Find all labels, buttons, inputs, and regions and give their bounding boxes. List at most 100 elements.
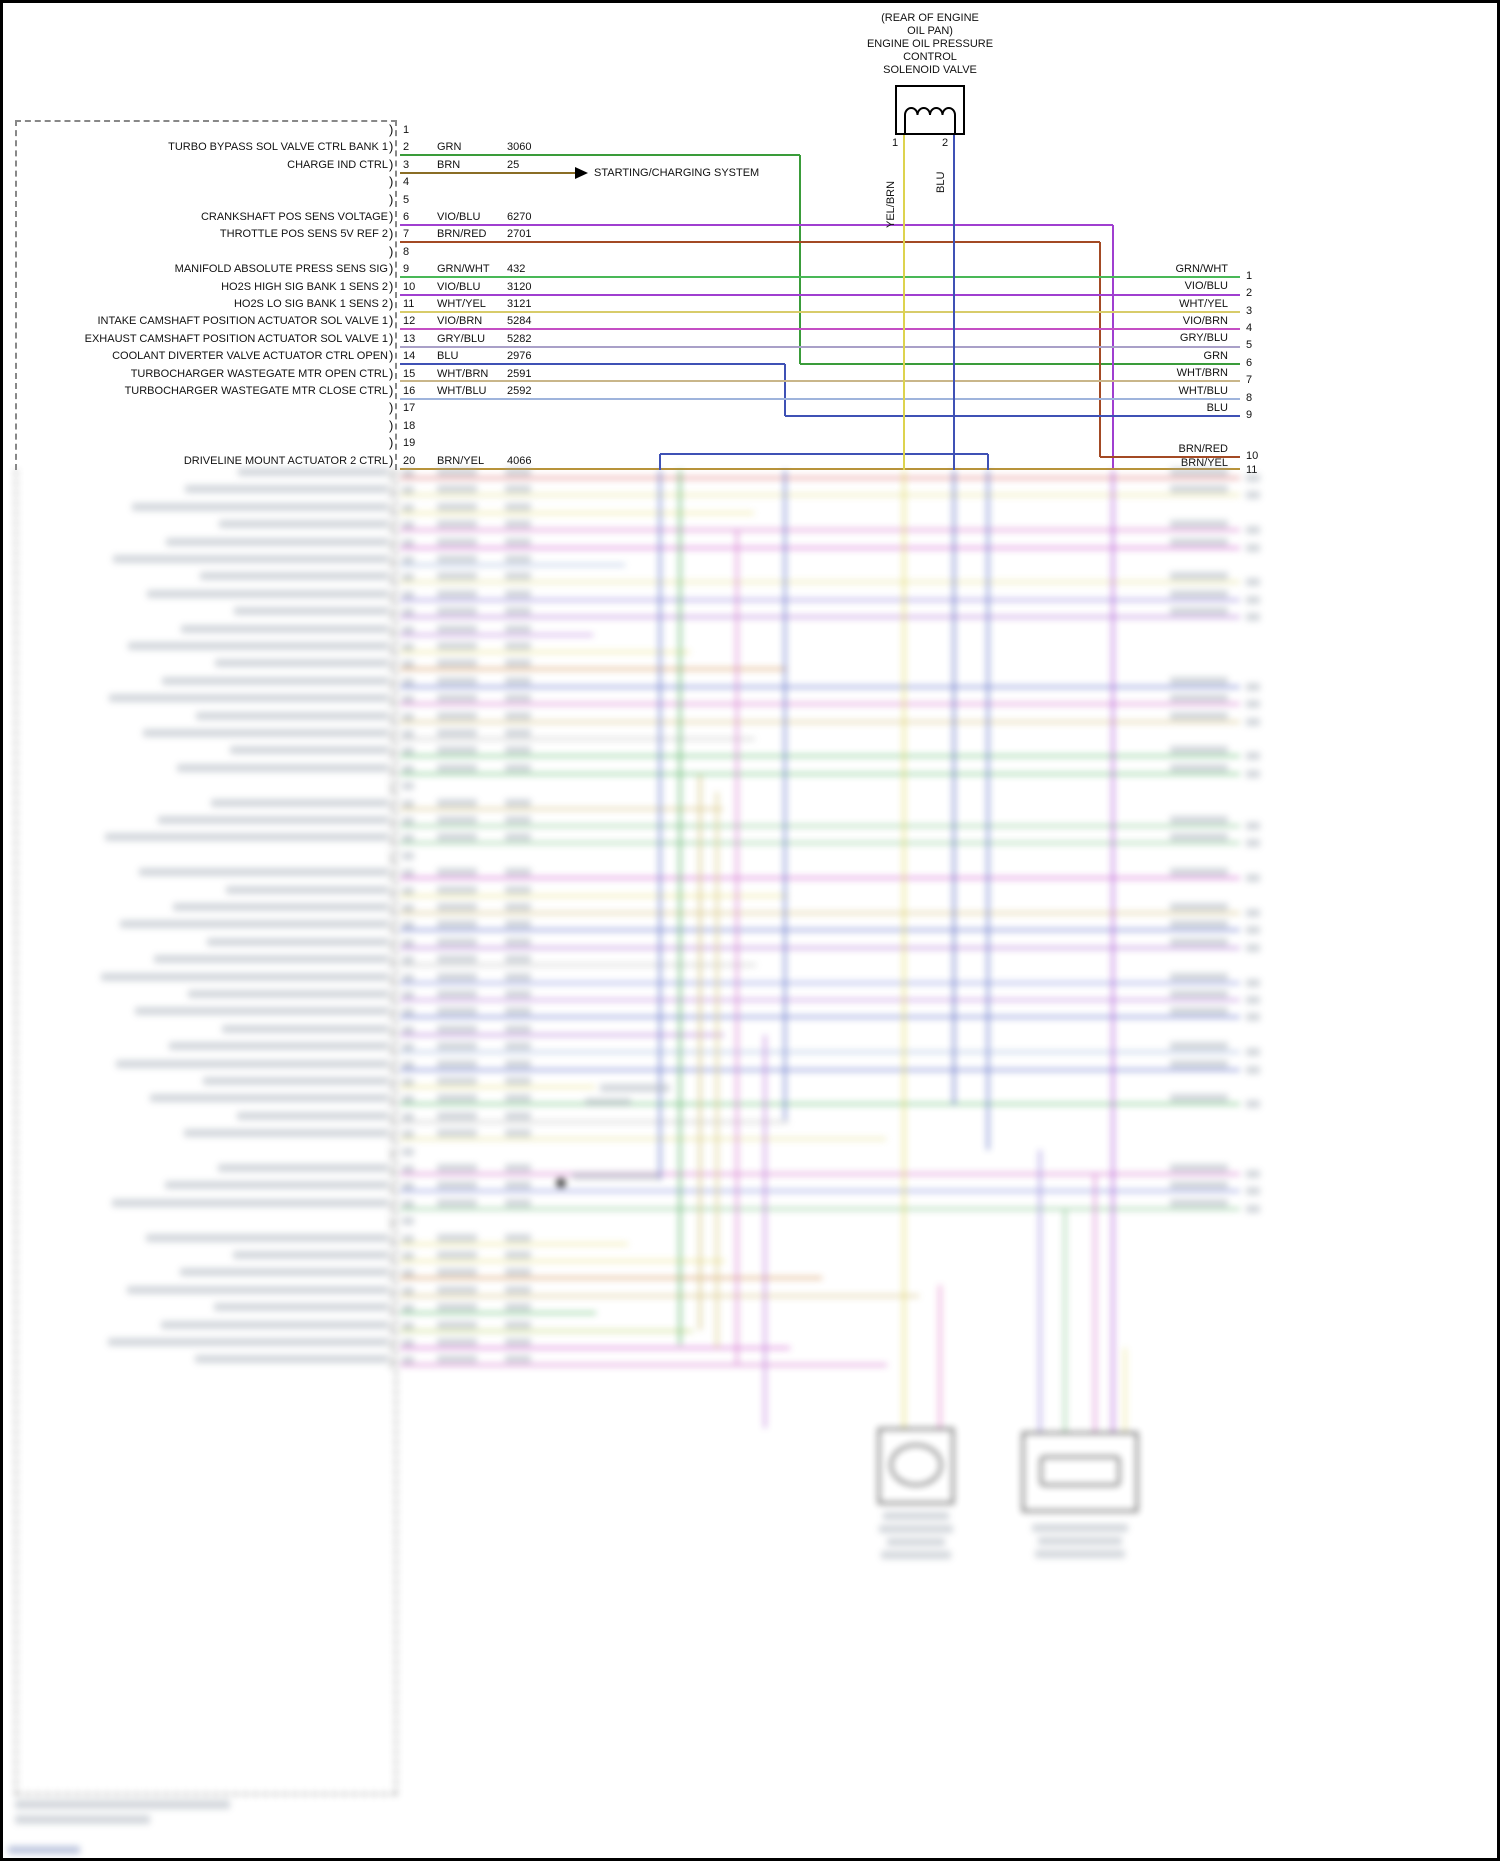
component-connector-box (878, 1428, 954, 1504)
pin-label-blob (1170, 694, 1228, 702)
pin-number-blob (1246, 944, 1260, 952)
circuit-number-blob (505, 572, 531, 580)
circuit-number-blob (505, 1077, 531, 1085)
wire (659, 470, 661, 1180)
pin-label: GRN (1203, 350, 1228, 362)
wire (400, 999, 1240, 1001)
pin-label-blob (188, 990, 388, 998)
pin-label-blob (181, 625, 388, 633)
pin-bracket: ) (389, 589, 394, 604)
pin-label-blob (1170, 920, 1228, 928)
pin-label-blob (113, 555, 388, 563)
circuit-number: 432 (507, 263, 526, 275)
pin-bracket: ) (389, 624, 394, 639)
wire-color-blob (437, 503, 477, 511)
wire-color-blob (437, 746, 477, 754)
wire (400, 1347, 790, 1349)
component-caption-blob (881, 1551, 951, 1559)
circuit-number-blob (505, 903, 531, 911)
component-connector-face (1040, 1456, 1120, 1486)
wire (400, 172, 575, 174)
wire (1099, 242, 1101, 457)
pin-label-blob (1170, 468, 1228, 476)
circuit-number: 2592 (507, 385, 532, 397)
pin-number-blob (402, 1148, 414, 1156)
pin-bracket: ) (389, 139, 394, 154)
circuit-number-blob (505, 746, 531, 754)
circuit-number-blob (505, 659, 531, 667)
pin-number: 12 (403, 315, 416, 327)
pin-number: 17 (403, 402, 416, 414)
pin-label-blob (1170, 764, 1228, 772)
pin-bracket: ) (389, 1111, 394, 1126)
wire-color-blob (437, 990, 477, 998)
pin-number-blob (402, 539, 414, 547)
pin-number-blob (402, 921, 414, 929)
wire-color-blob (437, 1060, 477, 1068)
pin-label-blob (1170, 485, 1228, 493)
pin-label-blob (154, 955, 388, 963)
circuit-number: 25 (507, 159, 520, 171)
circuit-number-blob (505, 816, 531, 824)
circuit-number-blob (505, 712, 531, 720)
wire (1112, 470, 1114, 1432)
pin-label-blob (184, 1129, 388, 1137)
component-caption-blob (879, 1525, 953, 1533)
circuit-number-blob (505, 468, 531, 476)
wire-color-blob (437, 1251, 477, 1259)
pin-number-blob (402, 695, 414, 703)
pin-number-blob (402, 643, 414, 651)
pin-label-blob (226, 886, 388, 894)
pin-number-blob (402, 991, 414, 999)
pin-label-blob (1170, 746, 1228, 754)
pin-bracket: ) (389, 606, 394, 621)
circuit-number-blob (505, 938, 531, 946)
pin-label: HO2S HIGH SIG BANK 1 SENS 2 (221, 281, 388, 293)
circuit-number-blob (505, 764, 531, 772)
wire (400, 947, 1240, 949)
wire-color-blob (437, 538, 477, 546)
wire (400, 380, 1240, 382)
wire-color-blob (437, 520, 477, 528)
pin-bracket: ) (389, 1128, 394, 1143)
wire (1039, 1150, 1041, 1432)
pin-number-blob (402, 608, 414, 616)
wire (400, 686, 1240, 688)
pin-number-blob (402, 1217, 414, 1225)
pin-bracket: ) (389, 1337, 394, 1352)
pin-number: 9 (1246, 409, 1253, 421)
pin-number: 10 (403, 281, 416, 293)
wire-color-blob (437, 1112, 477, 1120)
pin-label: GRY/BLU (1179, 332, 1228, 344)
pin-number-blob (402, 1130, 414, 1138)
pin-bracket: ) (389, 1302, 394, 1317)
pin-number-blob (1246, 1048, 1260, 1056)
pin-bracket: ) (389, 1093, 394, 1108)
pin-number-blob (1246, 613, 1260, 621)
circuit-number-blob (505, 1321, 531, 1329)
pin-label-blob (218, 1164, 388, 1172)
pin-number: 14 (403, 350, 416, 362)
pin-label-blob (1170, 1007, 1228, 1015)
pin-label-blob (207, 938, 388, 946)
wire-color-blob (437, 1094, 477, 1102)
pin-number-blob (402, 504, 414, 512)
pin-label: TURBO BYPASS SOL VALVE CTRL BANK 1 (168, 141, 388, 153)
circuit-number-blob (505, 1199, 531, 1207)
pin-number: 10 (1246, 450, 1259, 462)
wire-color-blob (437, 694, 477, 702)
pin-label-blob (1170, 520, 1228, 528)
pin-number-blob (1246, 700, 1260, 708)
circuit-number: 3060 (507, 141, 532, 153)
pin-number-blob (402, 782, 414, 790)
pin-number: 9 (403, 263, 410, 275)
pin-number: 4 (403, 176, 410, 188)
pin-bracket: ) (389, 658, 394, 673)
pin-bracket: ) (389, 244, 394, 259)
wire (400, 721, 1240, 723)
pin-number: 1 (892, 137, 899, 149)
pin-label-blob (1170, 590, 1228, 598)
circuit-number-blob (505, 694, 531, 702)
circuit-number: 3120 (507, 281, 532, 293)
